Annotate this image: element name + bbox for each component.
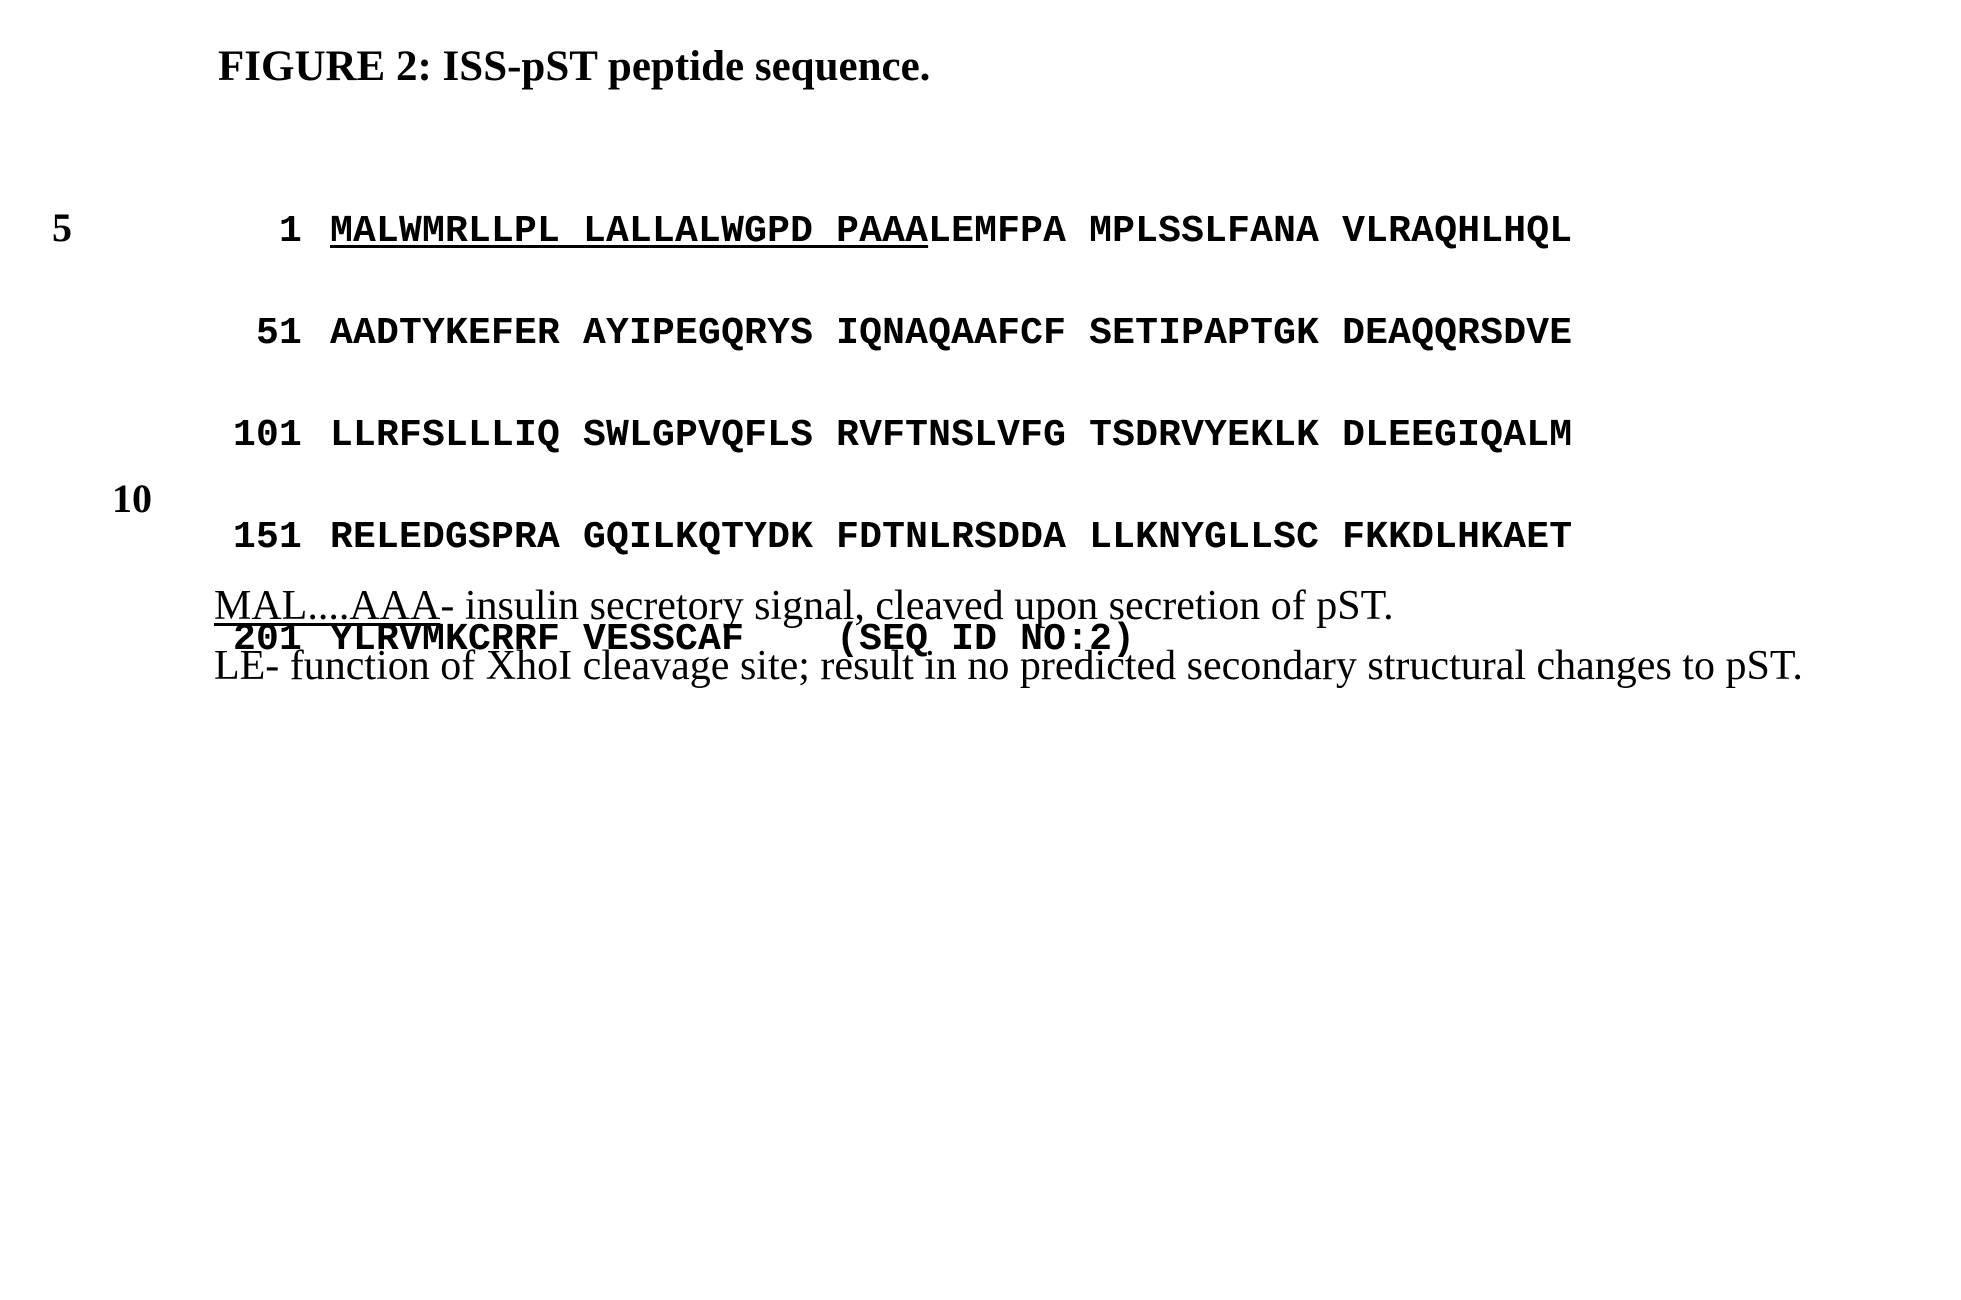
sequence-residues: RELEDGSPRA GQILKQTYDK FDTNLRSDDA LLKNYGL… bbox=[330, 516, 1572, 559]
sequence-residues: LLRFSLLLIQ SWLGPVQFLS RVFTNSLVFG TSDRVYE… bbox=[330, 414, 1572, 457]
sequence-row: 101 LLRFSLLLIQ SWLGPVQFLS RVFTNSLVFG TSDR… bbox=[212, 410, 1572, 461]
sequence-position: 101 bbox=[212, 410, 302, 461]
sequence-position: 1 bbox=[212, 206, 302, 257]
sequence-residues: AADTYKEFER AYIPEGQRYS IQNAQAAFCF SETIPAP… bbox=[330, 312, 1572, 355]
note-line-1: MAL....AAA- insulin secretory signal, cl… bbox=[214, 576, 1894, 636]
notes-block: MAL....AAA- insulin secretory signal, cl… bbox=[214, 576, 1894, 696]
sequence-residues: LEMFPA MPLSSLFANA VLRAQHLHQL bbox=[928, 210, 1572, 253]
figure-title: FIGURE 2: ISS-pST peptide sequence. bbox=[218, 42, 930, 91]
sequence-row: 151 RELEDGSPRA GQILKQTYDK FDTNLRSDDA LLKN… bbox=[212, 512, 1572, 563]
sequence-row: 51 AADTYKEFER AYIPEGQRYS IQNAQAAFCF SETIP… bbox=[212, 308, 1572, 359]
sequence-row: 1 MALWMRLLPL LALLALWGPD PAAALEMFPA MPLSSL… bbox=[212, 206, 1572, 257]
sequence-position: 51 bbox=[212, 308, 302, 359]
margin-line-number-5: 5 bbox=[52, 204, 72, 251]
page: FIGURE 2: ISS-pST peptide sequence. 5 10… bbox=[0, 0, 1961, 1300]
note-text: - insulin secretory signal, cleaved upon… bbox=[440, 583, 1393, 629]
sequence-text: MALWMRLLPL LALLALWGPD PAAALEMFPA MPLSSLF… bbox=[330, 210, 1572, 253]
sequence-position: 151 bbox=[212, 512, 302, 563]
signal-peptide-underlined: MALWMRLLPL LALLALWGPD PAAA bbox=[330, 210, 928, 253]
margin-line-number-10: 10 bbox=[112, 475, 152, 522]
note-line-2: LE- function of XhoI cleavage site; resu… bbox=[214, 636, 1894, 696]
note-underlined-prefix: MAL....AAA bbox=[214, 583, 440, 629]
